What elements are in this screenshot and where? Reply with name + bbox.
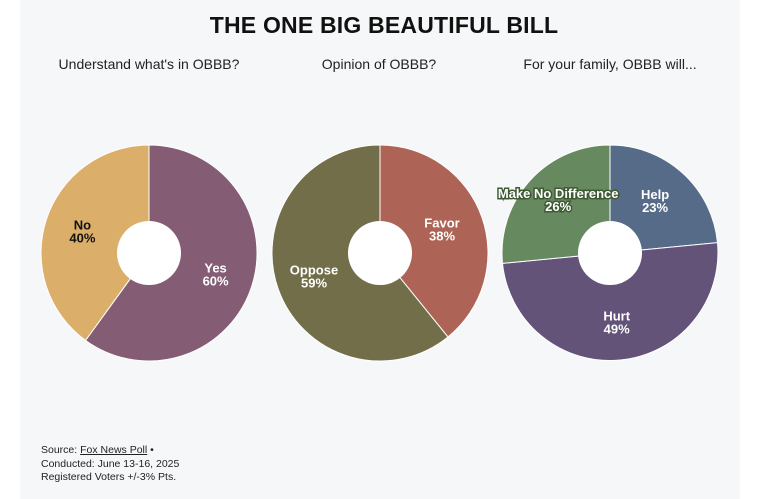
- slice-label-make-no-difference: Make No Difference: [498, 186, 619, 201]
- donut-hole: [578, 221, 642, 285]
- source-prefix: Source:: [41, 444, 81, 456]
- slice-label-no: No: [74, 217, 91, 232]
- pie-slice-make-no-difference: [501, 144, 611, 264]
- chart-title-understand: Understand what's in OBBB?: [58, 56, 240, 72]
- slice-value-favor: 38%: [429, 229, 455, 244]
- pie-slice-help: [609, 144, 719, 254]
- source-note: Source: Fox News Poll • Conducted: June …: [41, 444, 179, 485]
- chart-title-opinion: Opinion of OBBB?: [321, 56, 437, 72]
- slice-label-help: Help: [641, 187, 669, 202]
- source-link[interactable]: Fox News Poll: [80, 444, 148, 456]
- slice-value-yes: 60%: [203, 274, 229, 289]
- slice-label-hurt: Hurt: [603, 309, 630, 324]
- pie-slice-no: [40, 144, 150, 342]
- pie-slice-favor: [379, 144, 489, 338]
- slice-label-favor: Favor: [424, 216, 459, 231]
- chart-title-family: For your family, OBBB will...: [523, 56, 697, 72]
- slice-value-make-no-difference: 26%: [545, 199, 571, 214]
- slice-value-no: 40%: [69, 230, 95, 245]
- source-bullet: •: [147, 444, 154, 456]
- slice-value-hurt: 49%: [604, 322, 630, 337]
- page-title: THE ONE BIG BEAUTIFUL BILL: [209, 12, 559, 38]
- slice-label-yes: Yes: [204, 261, 226, 276]
- conducted-date: Conducted: June 13-16, 2025: [41, 457, 180, 470]
- slice-label-oppose: Oppose: [290, 262, 338, 277]
- margin-of-error: Registered Voters +/-3% Pts.: [41, 471, 177, 483]
- donut-hole: [117, 221, 181, 285]
- donut-hole: [348, 221, 412, 285]
- pie-slice-hurt: [501, 242, 719, 362]
- slice-value-oppose: 59%: [301, 275, 327, 290]
- slice-value-help: 23%: [642, 200, 668, 215]
